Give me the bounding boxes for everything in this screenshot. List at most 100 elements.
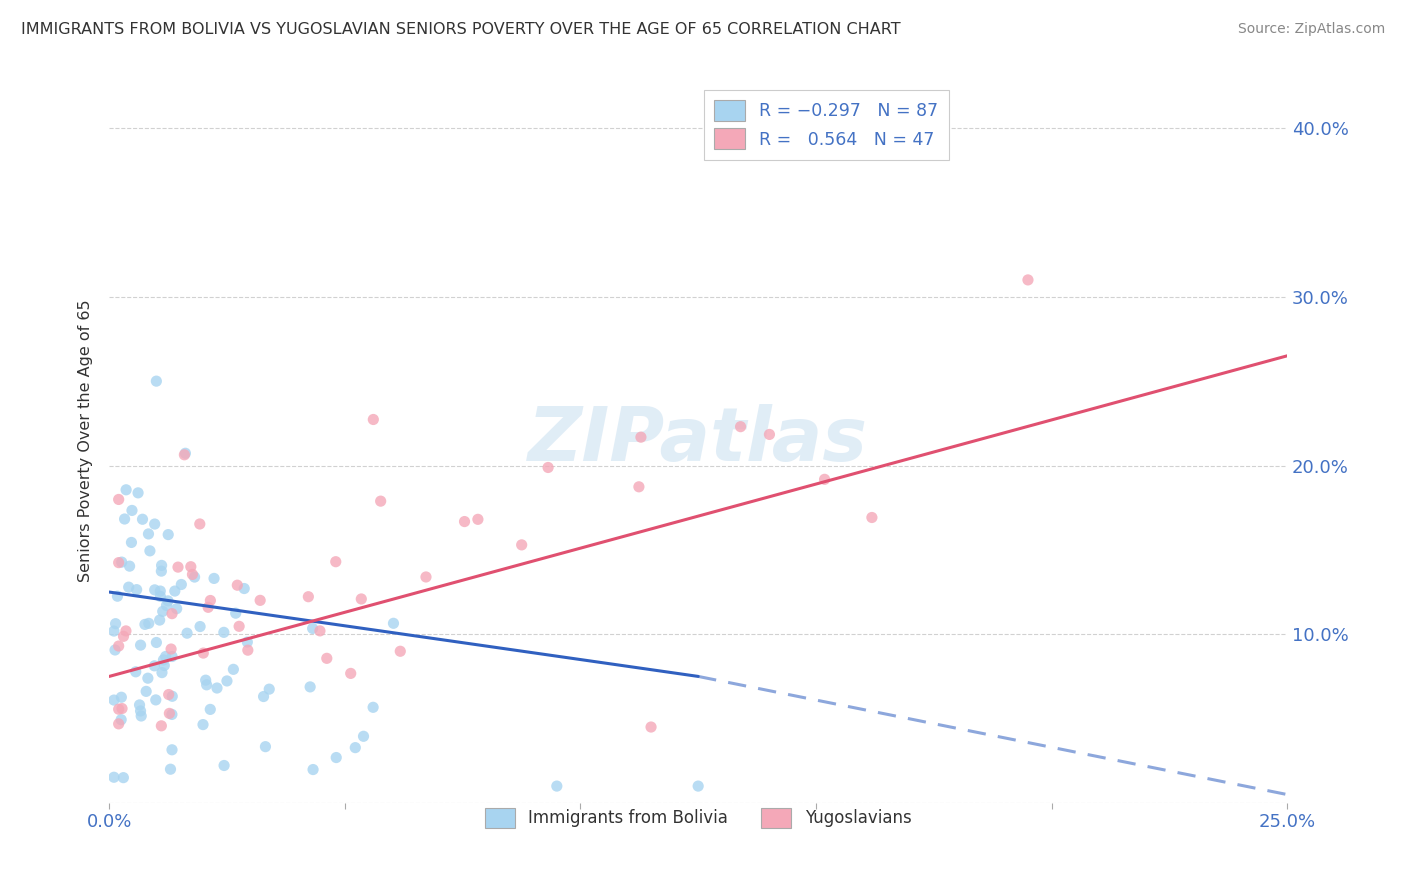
Point bbox=[157, 688, 180, 702]
Point bbox=[134, 617, 156, 632]
Point bbox=[138, 616, 160, 631]
Point bbox=[212, 758, 235, 772]
Point bbox=[118, 559, 141, 574]
Point bbox=[107, 639, 129, 653]
Text: ZIPatlas: ZIPatlas bbox=[529, 404, 868, 476]
Point bbox=[200, 593, 222, 607]
Point bbox=[236, 643, 259, 657]
Point bbox=[627, 480, 650, 494]
Point bbox=[131, 512, 153, 526]
Point bbox=[157, 527, 180, 541]
Point bbox=[233, 582, 256, 596]
Point bbox=[107, 717, 129, 731]
Point bbox=[129, 704, 152, 718]
Point bbox=[127, 486, 149, 500]
Point bbox=[1017, 273, 1039, 287]
Point bbox=[160, 743, 183, 757]
Point bbox=[200, 702, 222, 716]
Point bbox=[254, 739, 277, 754]
Point bbox=[129, 709, 152, 723]
Point bbox=[546, 779, 568, 793]
Point bbox=[537, 460, 560, 475]
Point bbox=[115, 483, 138, 497]
Point bbox=[145, 374, 167, 388]
Point bbox=[103, 770, 125, 784]
Point bbox=[188, 619, 211, 633]
Point bbox=[129, 638, 152, 652]
Point bbox=[107, 589, 129, 603]
Point bbox=[183, 570, 205, 584]
Point bbox=[112, 629, 135, 643]
Point bbox=[149, 584, 172, 599]
Point bbox=[236, 635, 259, 649]
Point bbox=[212, 625, 235, 640]
Point bbox=[160, 707, 183, 722]
Point bbox=[222, 662, 245, 676]
Point bbox=[125, 665, 148, 679]
Point bbox=[252, 690, 274, 704]
Point bbox=[257, 682, 280, 697]
Point bbox=[150, 719, 173, 733]
Point bbox=[302, 763, 325, 777]
Point bbox=[299, 680, 322, 694]
Point bbox=[297, 590, 319, 604]
Y-axis label: Seniors Poverty Over the Age of 65: Seniors Poverty Over the Age of 65 bbox=[79, 299, 93, 582]
Point bbox=[149, 590, 172, 604]
Point bbox=[350, 591, 373, 606]
Point bbox=[226, 578, 249, 592]
Point bbox=[174, 446, 197, 460]
Point bbox=[630, 430, 652, 444]
Point bbox=[150, 564, 173, 578]
Point bbox=[215, 673, 238, 688]
Point bbox=[107, 492, 129, 507]
Point bbox=[128, 698, 150, 712]
Point bbox=[143, 516, 166, 531]
Point bbox=[813, 472, 835, 486]
Point bbox=[188, 516, 211, 531]
Point bbox=[120, 535, 142, 549]
Text: IMMIGRANTS FROM BOLIVIA VS YUGOSLAVIAN SENIORS POVERTY OVER THE AGE OF 65 CORREL: IMMIGRANTS FROM BOLIVIA VS YUGOSLAVIAN S… bbox=[21, 22, 901, 37]
Point bbox=[301, 622, 323, 636]
Point bbox=[249, 593, 271, 607]
Point bbox=[730, 419, 752, 434]
Point bbox=[118, 580, 141, 594]
Point bbox=[339, 666, 361, 681]
Point bbox=[181, 567, 204, 582]
Point bbox=[180, 559, 202, 574]
Legend: Immigrants from Bolivia, Yugoslavians: Immigrants from Bolivia, Yugoslavians bbox=[478, 801, 918, 835]
Point bbox=[389, 644, 412, 658]
Point bbox=[103, 693, 125, 707]
Point bbox=[152, 604, 174, 618]
Point bbox=[467, 512, 489, 526]
Point bbox=[309, 624, 332, 638]
Point bbox=[139, 544, 162, 558]
Point bbox=[510, 538, 533, 552]
Point bbox=[156, 594, 179, 608]
Point bbox=[104, 643, 127, 657]
Point bbox=[104, 616, 127, 631]
Point bbox=[758, 427, 780, 442]
Point bbox=[145, 693, 167, 707]
Point bbox=[415, 570, 437, 584]
Point bbox=[688, 779, 710, 793]
Point bbox=[136, 671, 159, 685]
Point bbox=[155, 649, 177, 664]
Point bbox=[143, 582, 166, 597]
Point bbox=[111, 701, 134, 715]
Point bbox=[370, 494, 392, 508]
Point bbox=[453, 515, 475, 529]
Point bbox=[228, 619, 250, 633]
Point bbox=[191, 717, 214, 731]
Point bbox=[115, 624, 138, 638]
Point bbox=[111, 555, 134, 569]
Point bbox=[112, 771, 135, 785]
Point bbox=[125, 582, 148, 597]
Point bbox=[344, 740, 367, 755]
Point bbox=[640, 720, 662, 734]
Point bbox=[382, 616, 405, 631]
Point bbox=[135, 684, 157, 698]
Point bbox=[160, 607, 183, 621]
Point bbox=[160, 649, 183, 664]
Point bbox=[176, 626, 198, 640]
Point bbox=[195, 678, 218, 692]
